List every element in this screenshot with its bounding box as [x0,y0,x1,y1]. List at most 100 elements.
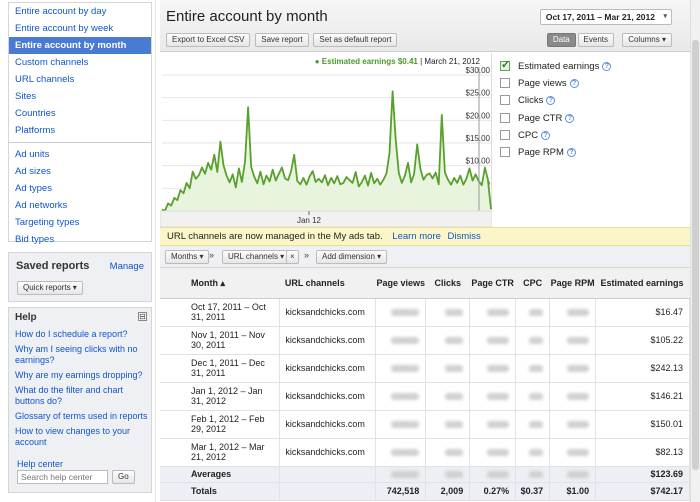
column-header-month[interactable]: Month ▴ [160,268,280,299]
notice-bar: URL channels are now managed in the My a… [160,227,700,246]
nav-ad-sizes[interactable]: Ad sizes [15,166,51,177]
metric-checkbox[interactable] [500,146,510,157]
column-header-clicks[interactable]: Clicks [425,268,470,299]
column-header-cpc[interactable]: CPC [515,268,550,299]
redacted-cell [469,354,517,383]
redacted-cell [515,298,551,327]
metric-option[interactable]: Page RPM? [496,144,700,161]
nav-custom-channels[interactable]: Custom channels [15,57,89,68]
save-report-button[interactable]: Save report [255,33,309,47]
nav-ad-types[interactable]: Ad types [15,183,52,194]
month-cell: Nov 1, 2011 – Nov 30, 2011 [160,326,281,355]
legend-value: $0.41 [397,57,418,66]
export-csv-button[interactable]: Export to Excel CSV [166,33,251,47]
help-icon[interactable]: ? [546,96,556,106]
table-header-row: Month ▴ URL channels Page views Clicks P… [160,268,690,299]
redacted-cell [375,438,427,467]
dimension-bar: Months ▾ » URL channels ▾ × » Add dimens… [160,246,700,268]
metric-option[interactable]: CPC? [496,127,700,144]
collapse-icon[interactable]: ⊟ [138,312,147,321]
column-header-page-views[interactable]: Page views [375,268,426,299]
help-links: How do I schedule a report? Why am I see… [15,329,151,452]
nav-entire-account-by-day[interactable]: Entire account by day [15,6,107,17]
metric-checkbox[interactable] [500,78,510,89]
remove-dimension-icon[interactable]: × [286,250,299,264]
chevron-down-icon: ▾ [663,13,667,20]
earnings-cell: $105.22 [595,326,690,355]
column-header-page-ctr[interactable]: Page CTR [469,268,516,299]
redacted-cell [425,354,471,383]
date-range-label: Oct 17, 2011 – Mar 21, 2012 [545,12,655,22]
redacted-cell [515,438,551,467]
help-icon[interactable]: ? [565,113,575,123]
help-link[interactable]: What do the filter and chart buttons do? [15,385,124,406]
columns-dropdown[interactable]: Columns ▾ [622,33,672,47]
nav-entire-account-by-month[interactable]: Entire account by month [9,37,151,54]
help-icon[interactable]: ? [569,79,579,89]
month-cell: Feb 1, 2012 – Feb 29, 2012 [160,410,281,439]
events-view-button[interactable]: Events [577,33,614,47]
column-header-page-rpm[interactable]: Page RPM [549,268,596,299]
help-center-label[interactable]: Help center [17,459,64,469]
redacted-cell [515,326,551,355]
totals-ctr: 0.27% [469,482,517,501]
nav-bid-types[interactable]: Bid types [15,234,55,245]
nav-divider [9,142,151,143]
nav-ad-networks[interactable]: Ad networks [15,200,68,211]
redacted-cell [375,410,427,439]
metric-checkbox[interactable] [500,112,510,123]
table-row: Jan 1, 2012 – Jan 31, 2012 kicksandchicks… [160,382,690,411]
table-row: Oct 17, 2011 – Oct 31, 2011 kicksandchick… [160,298,690,327]
vertical-scrollbar[interactable] [690,0,700,502]
learn-more-link[interactable]: Learn more [392,231,441,242]
help-link[interactable]: How to view changes to your account [15,426,131,447]
left-sidebar: Entire account by day Entire account by … [0,0,156,502]
help-icon[interactable]: ? [566,147,576,157]
months-dimension-dropdown[interactable]: Months ▾ [165,250,210,264]
redacted-cell [425,438,471,467]
add-dimension-dropdown[interactable]: Add dimension ▾ [316,250,388,264]
nav-platforms[interactable]: Platforms [15,125,56,136]
legend-date: | March 21, 2012 [420,57,480,66]
date-range-picker[interactable]: Oct 17, 2011 – Mar 21, 2012 ▾ [539,9,672,25]
help-link[interactable]: How do I schedule a report? [15,329,128,339]
x-tick-label: Jan 12 [297,216,322,225]
help-link[interactable]: Why are my earnings dropping? [15,370,143,380]
help-search-input[interactable] [17,470,108,484]
help-title: Help [15,312,37,323]
chart-svg[interactable]: $30.00$25.00$20.00$15.00$10.00$5.00$0.00… [160,53,492,227]
nav-countries[interactable]: Countries [15,108,56,119]
month-cell: Oct 17, 2011 – Oct 31, 2011 [160,298,281,327]
column-header-url-channels[interactable]: URL channels [279,268,376,299]
dismiss-link[interactable]: Dismiss [447,231,481,242]
metric-option[interactable]: Estimated earnings? [496,58,700,75]
set-default-report-button[interactable]: Set as default report [313,33,398,47]
nav-entire-account-by-week[interactable]: Entire account by week [15,23,114,34]
month-cell: Jan 1, 2012 – Jan 31, 2012 [160,382,281,411]
nav-sites[interactable]: Sites [15,91,37,102]
url-channel-cell: kicksandchicks.com [279,354,377,383]
url-channels-dimension-dropdown[interactable]: URL channels ▾ [222,250,291,264]
help-icon[interactable]: ? [541,130,551,140]
manage-link[interactable]: Manage [109,261,144,272]
help-link[interactable]: Glossary of terms used in reports [15,411,148,421]
nav-url-channels[interactable]: URL channels [15,74,75,85]
scrollbar-thumb[interactable] [692,40,699,470]
nav-ad-units[interactable]: Ad units [15,149,50,160]
metric-option[interactable]: Page CTR? [496,110,700,127]
metric-label: CPC? [518,130,551,141]
go-button[interactable]: Go [112,470,135,484]
metric-option[interactable]: Clicks? [496,92,700,109]
help-icon[interactable]: ? [602,62,612,71]
metric-checkbox[interactable] [500,95,510,106]
nav-targeting-types[interactable]: Targeting types [15,217,80,228]
quick-reports-dropdown[interactable]: Quick reports ▾ [17,281,83,295]
data-view-button[interactable]: Data [546,33,576,47]
metric-checkbox[interactable] [500,129,510,140]
column-header-estimated-earnings[interactable]: Estimated earnings [595,268,690,299]
metric-label: Page CTR? [518,113,575,124]
earnings-cell: $242.13 [595,354,690,383]
help-link[interactable]: Why am I seeing clicks with no earnings? [15,344,138,365]
metric-checkbox[interactable] [500,58,510,71]
metric-option[interactable]: Page views? [496,75,700,92]
